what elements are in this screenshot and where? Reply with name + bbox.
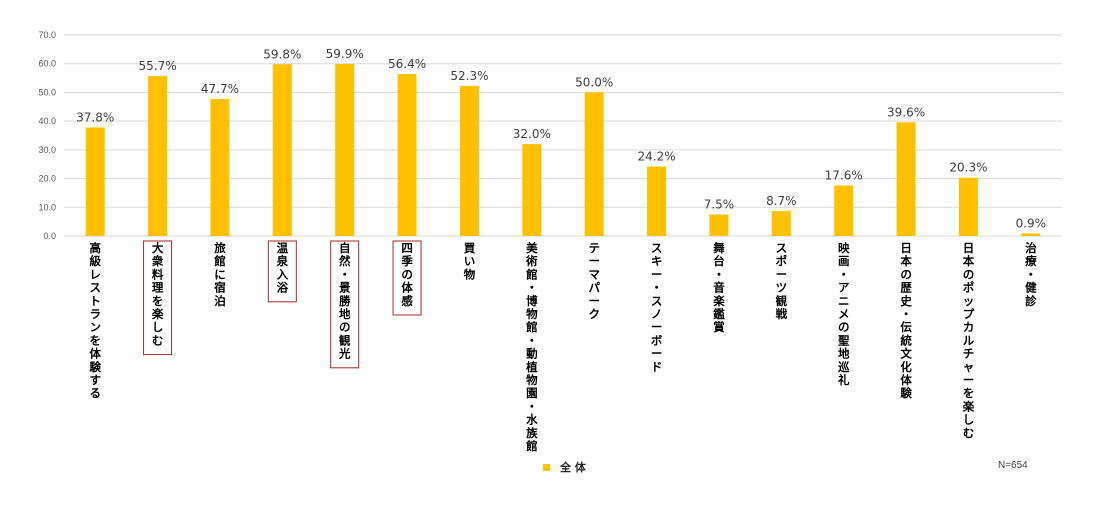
legend-swatch <box>543 463 550 471</box>
category-label: 高級レストランを体験する <box>89 241 101 400</box>
sample-size-label: N=654 <box>998 460 1028 471</box>
category-label: 舞台・音楽鑑賞 <box>712 241 725 334</box>
category-label: スポーツ観戦 <box>776 241 788 321</box>
bar <box>272 64 292 236</box>
data-label: 56.4% <box>388 57 426 71</box>
y-tick-label: 60.0 <box>38 59 56 69</box>
data-label: 47.7% <box>201 82 239 96</box>
data-label: 52.3% <box>450 69 488 83</box>
data-label: 0.9% <box>1016 216 1047 230</box>
y-tick-label: 50.0 <box>38 87 56 97</box>
y-tick-label: 40.0 <box>38 116 56 126</box>
legend-label: 全 体 <box>560 461 586 474</box>
data-label: 59.9% <box>326 47 364 61</box>
data-label: 37.8% <box>76 110 114 124</box>
data-label: 50.0% <box>575 75 613 89</box>
category-label: テーマパーク <box>588 241 600 321</box>
y-tick-label: 70.0 <box>38 30 56 40</box>
bar <box>771 211 791 236</box>
data-label: 55.7% <box>139 59 177 73</box>
bar <box>210 99 230 236</box>
data-label: 32.0% <box>513 127 551 141</box>
bar <box>647 166 667 236</box>
bar <box>459 85 479 237</box>
data-label: 24.2% <box>638 150 676 164</box>
data-label: 17.6% <box>825 168 863 182</box>
legend: 全 体 <box>543 459 586 475</box>
bar <box>148 76 168 236</box>
category-label: 日本のポップカルチャーを楽しむ <box>962 241 975 440</box>
data-label: 20.3% <box>949 161 987 175</box>
bar <box>397 74 417 237</box>
bar <box>1021 233 1041 236</box>
category-label: 治療・健診 <box>1025 241 1037 308</box>
bar <box>834 185 854 236</box>
highlight-box <box>392 240 422 316</box>
bar <box>85 127 105 236</box>
category-label: 映画・アニメの聖地巡礼 <box>838 241 850 387</box>
bar <box>335 64 355 236</box>
category-label: 温泉入浴 <box>276 241 289 295</box>
y-tick-label: 10.0 <box>38 202 56 212</box>
category-label: 美術館・博物館・動植物園・水族館 <box>525 241 538 453</box>
y-tick-label: 20.0 <box>38 174 56 184</box>
bar <box>896 122 916 236</box>
bar <box>709 214 729 236</box>
category-label: 自然・景勝地の観光 <box>338 241 351 361</box>
category-label: スキー・スノーボード <box>651 241 663 374</box>
y-tick-label: 30.0 <box>38 145 56 155</box>
category-label: 大衆料理を楽しむ <box>151 241 164 347</box>
data-label: 7.5% <box>704 197 735 211</box>
data-label: 8.7% <box>766 194 797 208</box>
highlight-box <box>330 240 360 369</box>
highlight-box <box>267 240 297 303</box>
bar <box>958 177 978 236</box>
data-label: 59.8% <box>263 47 301 61</box>
highlight-box <box>143 240 173 356</box>
y-tick-label: 0.0 <box>43 231 56 241</box>
bar <box>584 92 604 236</box>
category-label: 日本の歴史・伝統文化体験 <box>900 241 912 400</box>
bar <box>522 144 542 236</box>
category-label: 四季の体感 <box>400 241 413 308</box>
data-label: 39.6% <box>887 105 925 119</box>
category-label: 買い物 <box>464 241 476 281</box>
category-label: 旅館に宿泊 <box>213 241 226 308</box>
